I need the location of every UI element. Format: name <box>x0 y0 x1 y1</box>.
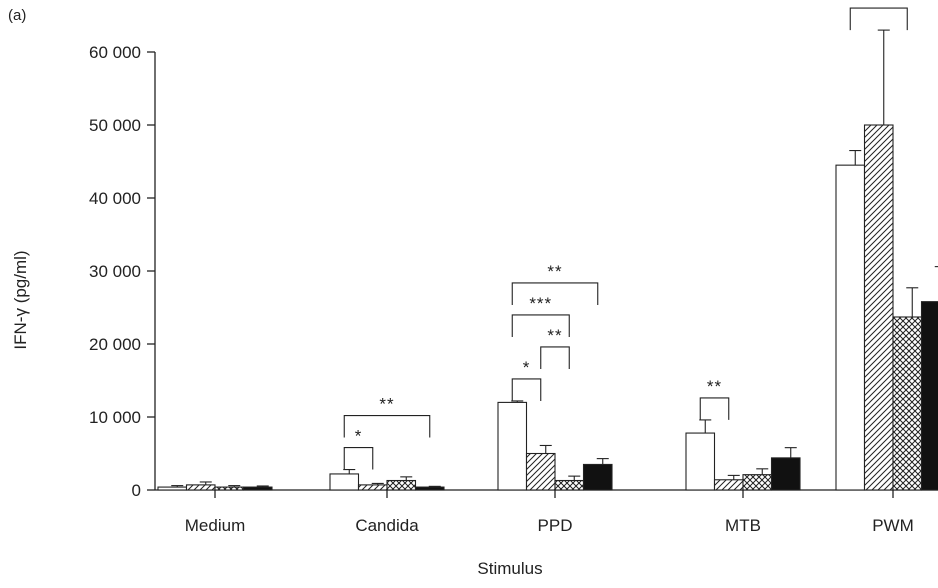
bar <box>416 487 445 490</box>
bar <box>158 487 187 490</box>
y-tick-label: 20 000 <box>89 335 141 354</box>
bar <box>865 125 894 490</box>
y-tick-label: 50 000 <box>89 116 141 135</box>
significance-label: ** <box>707 377 722 396</box>
significance-bracket <box>512 283 598 305</box>
x-axis: Medium Candida PPD MTB PWM <box>155 490 938 535</box>
significance-bracket <box>541 347 570 369</box>
bar <box>359 485 388 490</box>
bar <box>330 474 359 490</box>
bar <box>743 475 772 490</box>
bar <box>893 317 922 490</box>
bar <box>244 487 273 490</box>
significance-label: *** <box>529 294 552 313</box>
significance-label: * <box>355 427 363 446</box>
significance-label: *** <box>867 0 890 6</box>
x-tick-label: MTB <box>725 516 761 535</box>
significance-label: ** <box>547 326 562 345</box>
bar <box>555 481 584 490</box>
panel-label: (a) <box>8 7 26 24</box>
y-tick-label: 30 000 <box>89 262 141 281</box>
bar <box>584 464 613 490</box>
bar <box>922 302 938 490</box>
y-tick-label: 60 000 <box>89 43 141 62</box>
y-tick-label: 10 000 <box>89 408 141 427</box>
bars-group <box>158 30 938 490</box>
bar <box>187 485 216 490</box>
significance-bracket <box>700 398 729 420</box>
significance-label: ** <box>547 262 562 281</box>
x-axis-label: Stimulus <box>477 559 542 578</box>
y-tick-label: 0 <box>132 481 141 500</box>
bar <box>836 165 865 490</box>
bar <box>498 402 527 490</box>
x-tick-label: Candida <box>355 516 419 535</box>
significance-bracket <box>512 379 541 401</box>
x-tick-label: Medium <box>185 516 245 535</box>
y-axis: 0 10 000 20 000 30 000 40 000 50 000 60 000 <box>89 43 155 500</box>
significance-bracket <box>850 8 907 30</box>
y-tick-label: 40 000 <box>89 189 141 208</box>
bar <box>686 433 715 490</box>
bar <box>387 481 416 490</box>
y-axis-label: IFN-γ (pg/ml) <box>11 250 30 349</box>
bar <box>527 454 556 491</box>
bar <box>772 458 801 490</box>
x-tick-label: PWM <box>872 516 914 535</box>
bar <box>715 480 744 490</box>
x-tick-label: PPD <box>538 516 573 535</box>
significance-label: * <box>523 358 531 377</box>
significance-label: ** <box>379 395 394 414</box>
significance-bracket <box>344 448 373 470</box>
bar <box>215 487 244 490</box>
